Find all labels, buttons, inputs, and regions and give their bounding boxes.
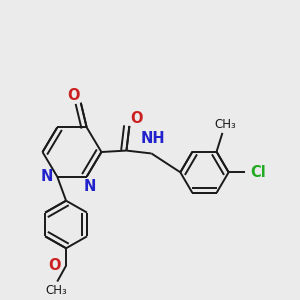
Text: O: O [67, 88, 80, 103]
Text: O: O [130, 111, 143, 126]
Text: CH₃: CH₃ [214, 118, 236, 131]
Text: NH: NH [141, 131, 165, 146]
Text: N: N [41, 169, 53, 184]
Text: Cl: Cl [250, 165, 266, 180]
Text: O: O [48, 258, 61, 273]
Text: N: N [83, 179, 96, 194]
Text: CH₃: CH₃ [45, 284, 67, 297]
